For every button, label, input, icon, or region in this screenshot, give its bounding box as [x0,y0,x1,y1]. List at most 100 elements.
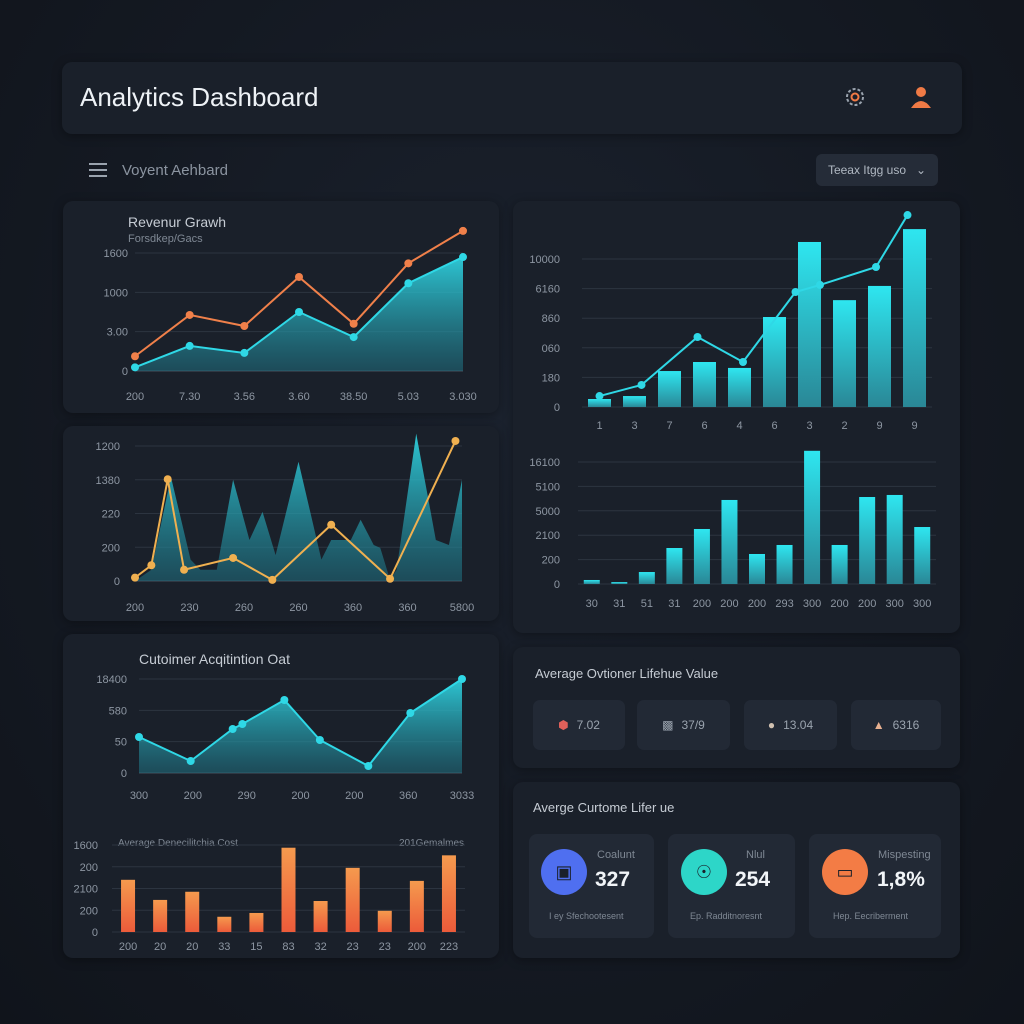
data-point [131,363,139,372]
badge-icon: ⬢ [558,718,569,732]
data-point [135,733,143,742]
data-point [186,756,195,765]
x-tick-label: 7.30 [179,391,200,403]
y-tick-label: 1200 [96,441,120,453]
y-tick-label: 5000 [536,506,560,518]
value-tile[interactable]: ● 13.04 [744,700,837,750]
y-tick-label: 0 [121,768,127,780]
bar [868,285,891,407]
metric-card[interactable]: ▣ Coalunt 327 I ey Sfechootesent [529,834,654,938]
revenue-subtitle: Forsdkep/Gacs [128,233,203,245]
trend-point [791,288,800,297]
x-tick-label: 3 [631,420,637,432]
bar [776,544,793,584]
data-point [131,573,139,582]
x-tick-label: 33 [218,941,230,953]
x-tick-label: 6 [701,420,707,432]
bar [217,916,232,932]
bar [859,497,876,584]
cost-title: Average Denecilitchia Cost [118,838,238,849]
x-tick-label: 20 [154,941,166,953]
x-tick-label: 2 [841,420,847,432]
data-point [349,319,358,328]
header-bar: Analytics Dashboard [62,62,962,134]
x-tick-label: 1 [596,420,602,432]
data-point [238,719,247,728]
metric-label: Mispesting [878,849,931,861]
trend-point [637,380,646,389]
x-tick-label: 51 [641,598,653,610]
data-point [459,253,467,262]
data-point [327,520,336,529]
y-tick-label: 0 [92,927,98,939]
period-dropdown[interactable]: Teeax Itgg uso ⌄ [816,154,938,186]
x-tick-label: 200 [126,391,144,403]
lifetime-value-panel: Average Ovtioner Lifehue Value ⬢ 7.02 ▩ 37… [513,647,960,768]
y-tick-label: 200 [80,905,98,917]
bar [313,901,328,932]
value-tile[interactable]: ⬢ 7.02 [533,700,625,750]
metric-value: 1,8% [877,868,925,891]
hamburger-menu-icon[interactable] [88,161,108,179]
x-tick-label: 230 [180,602,198,614]
x-tick-label: 200 [345,790,363,802]
y-tick-label: 0 [554,579,560,591]
acquisition-panel: Cutoimer Acqitintion Oat Average Denecil… [63,634,499,958]
y-tick-label: 16100 [529,457,560,469]
lifetime-panel: Averge Curtome Lifer ue ▣ Coalunt 327 I … [513,782,960,958]
x-tick-label: 23 [379,941,391,953]
data-point [295,308,303,316]
value-tile[interactable]: ▩ 37/9 [637,700,730,750]
data-point [163,475,172,484]
metric-label: Coalunt [597,849,635,861]
bar [611,582,628,584]
bar [623,396,646,407]
bar [749,553,765,584]
metric-card[interactable]: ▭ Mispesting 1,8% Hep. Eecriberment [809,834,941,938]
user-icon[interactable] [908,84,934,110]
target-icon: ☉ [681,849,727,895]
x-tick-label: 3.60 [288,391,309,403]
y-tick-label: 580 [109,705,127,717]
x-tick-label: 293 [775,598,793,610]
bar [153,899,168,932]
x-tick-label: 4 [736,420,742,432]
data-point [458,675,466,683]
trend-point [903,211,912,220]
data-point [268,575,277,584]
bar [583,579,600,584]
x-tick-label: 360 [398,602,416,614]
data-point [406,709,415,718]
y-tick-label: 2100 [536,530,560,542]
data-point [315,735,324,744]
trend-line [599,214,909,398]
x-tick-label: 6 [771,420,777,432]
cost-right-label: 201Gemalmes [399,838,465,849]
x-tick-label: 200 [291,790,309,802]
gear-icon[interactable] [842,84,868,110]
y-tick-label: 180 [542,372,560,384]
camera-icon: ▣ [541,849,587,895]
metric-footer: I ey Sfechootesent [549,911,624,921]
metric-value: 327 [595,868,631,891]
bar [249,912,264,932]
data-point [229,553,238,562]
data-point [451,436,460,445]
metric-footer: Hep. Eecriberment [833,911,909,921]
bar [831,544,848,584]
bar [345,867,360,932]
y-tick-label: 060 [542,343,560,355]
metric-value: 254 [735,868,771,891]
bar [588,399,611,407]
x-tick-label: 360 [344,602,362,614]
chevron-down-icon: ⌄ [916,163,927,177]
metric-card[interactable]: ☉ Nlul 254 Ep. Radditnoresnt [668,834,795,938]
lifetime-title: Averge Curtome Lifer ue [533,800,675,815]
x-tick-label: 23 [347,941,359,953]
tile-value: 6316 [892,718,920,732]
bar [804,450,821,584]
dropdown-value: Teeax Itgg uso [827,163,906,177]
data-point [295,272,303,281]
tile-value: 7.02 [576,718,600,732]
value-tile[interactable]: ▲ 6316 [851,700,941,750]
